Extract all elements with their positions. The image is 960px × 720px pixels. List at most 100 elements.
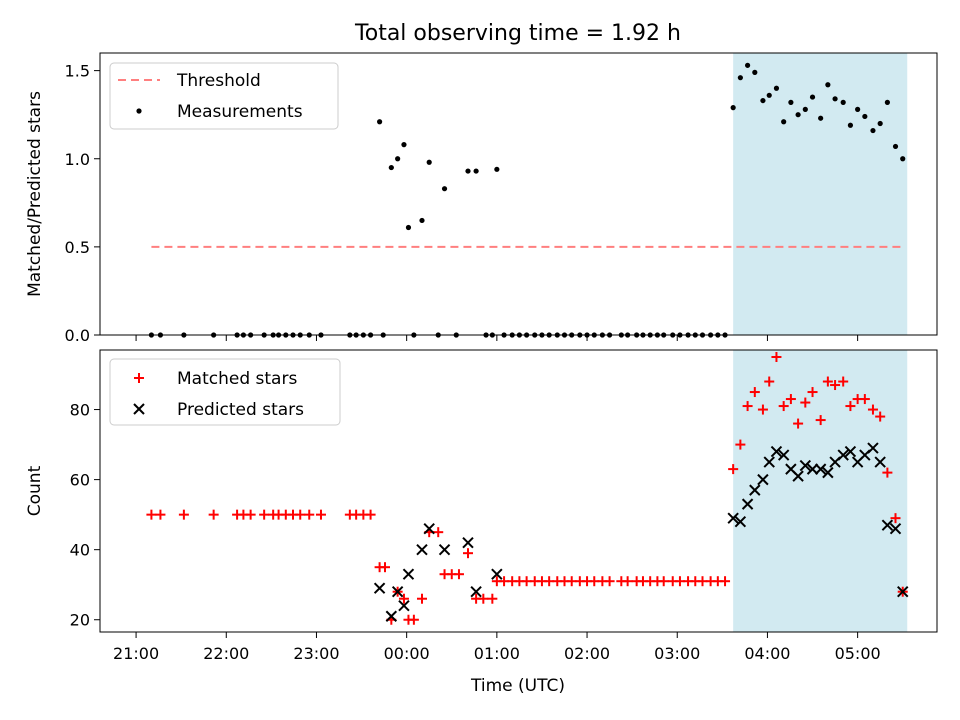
matched-star-point (462, 548, 473, 559)
x-stroke-b (398, 600, 410, 612)
measurement-point (788, 99, 794, 105)
matched-star-point (793, 418, 804, 429)
legend-matched-label: Matched stars (177, 369, 297, 389)
predicted-star-point (770, 445, 783, 458)
y-tick-label: 20 (70, 611, 90, 630)
x-stroke-b (749, 484, 761, 496)
x-stroke-b (792, 470, 804, 482)
x-stroke-b (785, 463, 797, 475)
predicted-star-point (423, 522, 435, 535)
ratio-x-ticks (135, 335, 859, 341)
count-legend: Matched stars Predicted stars (109, 358, 341, 426)
matched-star-point (487, 593, 498, 604)
x-stroke-b (438, 543, 451, 556)
x-tick-label: 22:00 (203, 644, 249, 663)
x-stroke-b (373, 582, 386, 594)
measurement-point (773, 85, 780, 91)
measurement-point (752, 69, 758, 75)
x-stroke-b (889, 522, 902, 535)
predicted-star-point (398, 600, 410, 612)
x-stroke-b (385, 610, 398, 622)
measurement-point (405, 224, 412, 231)
x-stroke-b (867, 442, 879, 454)
matched-star-point (771, 352, 782, 363)
measurement-point (388, 164, 394, 171)
x-stroke-b (734, 515, 747, 528)
measurement-point (847, 122, 854, 128)
matched-star-point (890, 513, 901, 524)
measurement-point (465, 168, 471, 174)
measurement-point (781, 119, 787, 125)
predicted-star-point (373, 582, 386, 594)
predicted-star-point (416, 543, 428, 556)
matched-star-point (867, 404, 878, 415)
matched-star-point (875, 411, 886, 422)
matched-star-point (155, 509, 166, 520)
ratio-panel-frame (99, 52, 938, 336)
measurement-point (760, 97, 766, 104)
matched-star-point (658, 576, 669, 587)
x-stroke-b (757, 473, 769, 486)
matched-star-point (830, 380, 841, 391)
x-stroke-b (844, 445, 857, 458)
matched-star-point (720, 576, 731, 587)
matched-star-point (859, 394, 870, 405)
x-stroke-b (462, 536, 474, 549)
predicted-star-point (822, 466, 834, 479)
matched-star-point (815, 415, 826, 426)
matched-star-point (749, 387, 760, 398)
measurement-point (877, 120, 883, 127)
measurement-point (802, 106, 808, 112)
time-x-axis: 21:00 22:00 23:00 00:00 01:00 02:00 03:00 04:00… (113, 632, 881, 663)
predicted-star-point (792, 470, 804, 482)
matched-star-point (398, 593, 409, 604)
predicted-star-point (757, 473, 769, 486)
measurement-point (473, 168, 479, 174)
x-tick-label: 02:00 (564, 644, 610, 663)
y-tick-label: 80 (70, 401, 90, 420)
measurement-point (840, 99, 846, 105)
x-tick-label: 04:00 (744, 644, 790, 663)
measurement-point (900, 156, 906, 162)
predicted-star-point (897, 586, 909, 598)
predicted-star-point (881, 519, 894, 531)
matched-star-point (380, 562, 391, 573)
matched-star-point (764, 376, 775, 387)
predicted-star-point (491, 568, 503, 580)
measurement-point (419, 217, 425, 224)
ratio-legend: Threshold Measurements (109, 62, 339, 130)
predicted-star-point (874, 456, 886, 468)
matched-star-point (735, 439, 746, 450)
predicted-star-point (470, 586, 482, 598)
observing-window-shade-top (733, 53, 908, 335)
predicted-star-point (777, 449, 790, 461)
predicted-star-point (727, 512, 739, 524)
x-stroke-b (837, 449, 849, 461)
legend-matched-swatch (134, 373, 144, 383)
ratio-y-axis: 0.0 0.5 1.0 1.5 (65, 62, 100, 345)
measurement-point (494, 166, 500, 172)
y-tick-label: 0.0 (65, 326, 90, 345)
count-panel: 20 40 60 80 21:00 22:00 23:00 00:00 01:00 02:00 0… (25, 349, 938, 696)
predicted-star-point (799, 459, 812, 472)
matched-star-point (742, 401, 753, 412)
legend-box (109, 62, 339, 130)
matched-star-point (304, 509, 315, 520)
legend-threshold-label: Threshold (176, 71, 261, 91)
predicted-star-point (814, 463, 827, 475)
x-stroke-b (763, 456, 775, 468)
legend-box (109, 358, 341, 426)
y-tick-label: 1.0 (65, 150, 90, 169)
predicted-star-point (837, 449, 849, 461)
predicted-star-point (867, 442, 879, 454)
matched-star-point (785, 394, 796, 405)
measurement-point (870, 127, 876, 134)
measurement-point (809, 94, 816, 100)
matched-star-point (778, 401, 789, 412)
x-stroke-b (814, 463, 827, 475)
measurement-point (832, 96, 838, 102)
count-panel-frame (99, 349, 938, 633)
x-tick-label: 23:00 (293, 644, 339, 663)
legend-measurements-label: Measurements (177, 102, 303, 122)
predicted-star-point (889, 522, 902, 535)
